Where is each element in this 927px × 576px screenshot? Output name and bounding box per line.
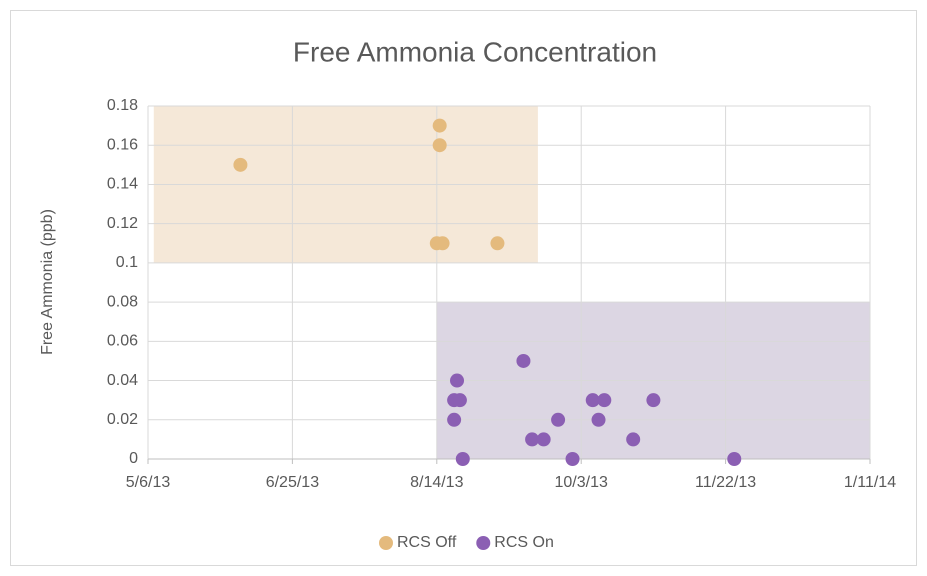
y-tick-label: 0.1 — [116, 254, 138, 271]
point — [565, 452, 580, 466]
legend-swatch — [476, 536, 491, 550]
point — [591, 412, 606, 427]
legend-label: RCS Off — [397, 534, 457, 551]
point — [727, 452, 742, 466]
point — [447, 412, 462, 427]
point — [516, 353, 531, 368]
chart-frame — [10, 10, 917, 566]
legend-label: RCS On — [494, 534, 554, 551]
y-tick-label: 0.18 — [107, 97, 138, 114]
point — [646, 393, 661, 408]
point — [233, 157, 248, 172]
point — [452, 393, 467, 408]
y-tick-label: 0.02 — [107, 411, 138, 428]
y-tick-label: 0.16 — [107, 136, 138, 153]
y-tick-label: 0 — [129, 450, 138, 467]
point — [432, 138, 447, 153]
x-tick-label: 10/3/13 — [555, 474, 608, 491]
point — [432, 118, 447, 133]
y-axis-label: Free Ammonia (ppb) — [39, 209, 56, 355]
x-tick-label: 1/11/14 — [844, 474, 896, 491]
point — [626, 432, 641, 447]
x-tick-label: 5/6/13 — [126, 474, 171, 491]
legend-swatch — [379, 536, 393, 550]
y-tick-label: 0.12 — [107, 215, 138, 232]
chart-title: Free Ammonia Concentration — [293, 36, 657, 67]
point — [597, 393, 612, 408]
y-tick-label: 0.04 — [107, 372, 138, 389]
point — [435, 236, 450, 251]
point — [585, 393, 600, 408]
point — [551, 412, 566, 427]
x-tick-label: 8/14/13 — [410, 474, 463, 491]
x-tick-label: 6/25/13 — [266, 474, 319, 491]
point — [450, 373, 465, 388]
y-tick-label: 0.06 — [107, 333, 138, 350]
point — [490, 236, 505, 251]
x-tick-label: 11/22/13 — [695, 474, 756, 491]
point — [536, 432, 551, 447]
y-tick-label: 0.08 — [107, 293, 138, 310]
y-tick-label: 0.14 — [107, 176, 138, 193]
point — [455, 452, 470, 466]
point — [525, 432, 540, 447]
